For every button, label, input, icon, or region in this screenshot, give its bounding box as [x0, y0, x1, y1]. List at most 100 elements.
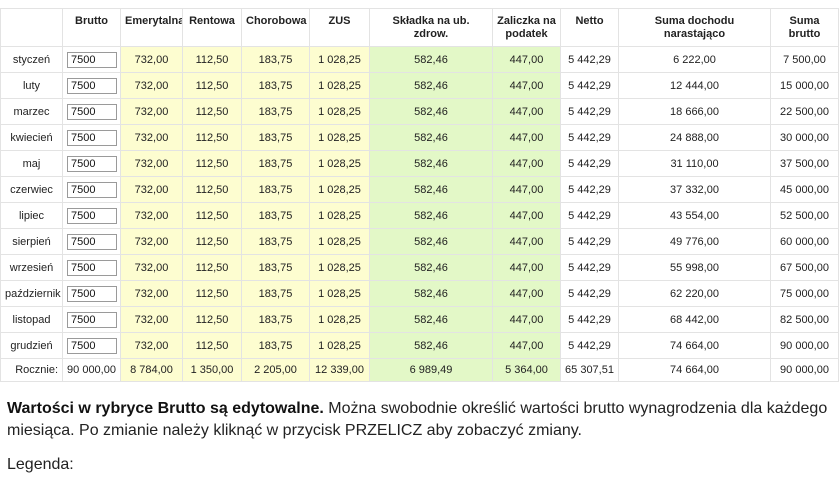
brutto-input[interactable]: [67, 51, 117, 68]
brutto-cell: [62, 332, 121, 359]
month-label: luty: [0, 72, 63, 99]
zus-cell: 1 028,25: [309, 202, 370, 229]
header-emerytalna: Emerytalna: [120, 8, 183, 47]
zus-cell: 1 028,25: [309, 176, 370, 203]
rentowa-cell: 112,50: [182, 176, 242, 203]
month-label: czerwiec: [0, 176, 63, 203]
brutto-input[interactable]: [67, 77, 117, 94]
suma-brutto-cell: 75 000,00: [770, 280, 839, 307]
month-label: marzec: [0, 98, 63, 125]
brutto-cell: [62, 254, 121, 281]
suma-dochodu-cell: 37 332,00: [618, 176, 771, 203]
table-header-row: Brutto Emerytalna Rentowa Chorobowa ZUS …: [0, 8, 839, 47]
editable-note: Wartości w rybryce Brutto są edytowalne.…: [7, 398, 833, 442]
suma-brutto-cell: 30 000,00: [770, 124, 839, 151]
chorobowa-cell: 183,75: [241, 72, 310, 99]
suma-brutto-cell: 37 500,00: [770, 150, 839, 177]
suma-dochodu-cell: 49 776,00: [618, 228, 771, 255]
brutto-input[interactable]: [67, 103, 117, 120]
suma-brutto-cell: 90 000,00: [770, 332, 839, 359]
emerytalna-cell: 732,00: [120, 46, 183, 73]
brutto-input[interactable]: [67, 155, 117, 172]
suma-brutto-cell: 60 000,00: [770, 228, 839, 255]
brutto-input[interactable]: [67, 181, 117, 198]
month-label: sierpień: [0, 228, 63, 255]
header-month: [0, 8, 63, 47]
brutto-input[interactable]: [67, 129, 117, 146]
brutto-input[interactable]: [67, 337, 117, 354]
brutto-cell: [62, 98, 121, 125]
header-netto: Netto: [560, 8, 619, 47]
brutto-cell: [62, 124, 121, 151]
zaliczka-cell: 447,00: [492, 280, 561, 307]
zus-cell: 1 028,25: [309, 228, 370, 255]
skladka-cell: 582,46: [369, 228, 493, 255]
rentowa-cell: 112,50: [182, 228, 242, 255]
chorobowa-cell: 183,75: [241, 332, 310, 359]
zaliczka-cell: 447,00: [492, 254, 561, 281]
chorobowa-cell: 183,75: [241, 228, 310, 255]
skladka-cell: 582,46: [369, 202, 493, 229]
skladka-cell: 582,46: [369, 332, 493, 359]
month-label: maj: [0, 150, 63, 177]
brutto-input[interactable]: [67, 207, 117, 224]
suma-dochodu-cell: 31 110,00: [618, 150, 771, 177]
netto-cell: 5 442,29: [560, 98, 619, 125]
emerytalna-cell: 732,00: [120, 150, 183, 177]
skladka-cell: 582,46: [369, 280, 493, 307]
zaliczka-cell: 447,00: [492, 202, 561, 229]
zus-cell: 1 028,25: [309, 98, 370, 125]
skladka-cell: 582,46: [369, 176, 493, 203]
legend-label: Legenda:: [7, 456, 74, 473]
total-zaliczka: 5 364,00: [492, 358, 561, 382]
netto-cell: 5 442,29: [560, 150, 619, 177]
skladka-cell: 582,46: [369, 150, 493, 177]
netto-cell: 5 442,29: [560, 254, 619, 281]
emerytalna-cell: 732,00: [120, 72, 183, 99]
brutto-input[interactable]: [67, 311, 117, 328]
suma-brutto-cell: 45 000,00: [770, 176, 839, 203]
rentowa-cell: 112,50: [182, 72, 242, 99]
zaliczka-cell: 447,00: [492, 150, 561, 177]
chorobowa-cell: 183,75: [241, 98, 310, 125]
brutto-cell: [62, 306, 121, 333]
skladka-cell: 582,46: [369, 72, 493, 99]
brutto-input[interactable]: [67, 259, 117, 276]
emerytalna-cell: 732,00: [120, 176, 183, 203]
suma-brutto-cell: 67 500,00: [770, 254, 839, 281]
suma-dochodu-cell: 12 444,00: [618, 72, 771, 99]
salary-table: Brutto Emerytalna Rentowa Chorobowa ZUS …: [0, 8, 839, 382]
brutto-input[interactable]: [67, 285, 117, 302]
total-zus: 12 339,00: [309, 358, 370, 382]
suma-dochodu-cell: 62 220,00: [618, 280, 771, 307]
month-label: wrzesień: [0, 254, 63, 281]
emerytalna-cell: 732,00: [120, 332, 183, 359]
zaliczka-cell: 447,00: [492, 228, 561, 255]
totals-label: Rocznie:: [0, 358, 63, 382]
skladka-cell: 582,46: [369, 306, 493, 333]
total-skladka: 6 989,49: [369, 358, 493, 382]
suma-dochodu-cell: 55 998,00: [618, 254, 771, 281]
editable-note-text: Można swobodnie określić wartości brutto…: [7, 400, 828, 439]
netto-cell: 5 442,29: [560, 202, 619, 229]
emerytalna-cell: 732,00: [120, 124, 183, 151]
month-label: październik: [0, 280, 63, 307]
emerytalna-cell: 732,00: [120, 98, 183, 125]
netto-cell: 5 442,29: [560, 228, 619, 255]
netto-cell: 5 442,29: [560, 124, 619, 151]
suma-dochodu-cell: 68 442,00: [618, 306, 771, 333]
chorobowa-cell: 183,75: [241, 124, 310, 151]
brutto-cell: [62, 150, 121, 177]
suma-brutto-cell: 15 000,00: [770, 72, 839, 99]
month-label: listopad: [0, 306, 63, 333]
header-suma-brutto: Suma brutto: [770, 8, 839, 47]
rentowa-cell: 112,50: [182, 46, 242, 73]
zaliczka-cell: 447,00: [492, 176, 561, 203]
brutto-input[interactable]: [67, 233, 117, 250]
